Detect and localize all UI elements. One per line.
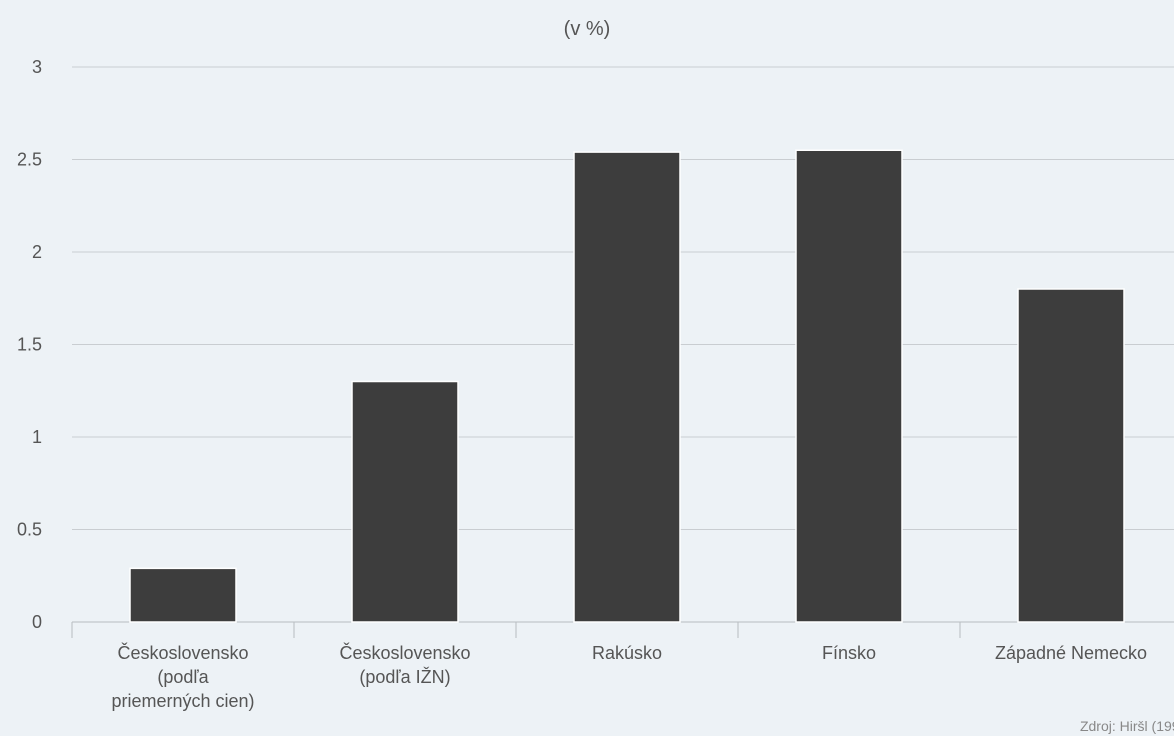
y-tick-label: 2 (32, 242, 42, 262)
bar (351, 380, 459, 623)
source-note: Zdroj: Hiršl (1992) (1079, 718, 1174, 734)
y-tick-label: 0 (32, 612, 42, 632)
y-tick-label: 3 (32, 57, 42, 77)
x-tick-label: Československo (podľa priemerných cien) (111, 642, 254, 711)
bar (573, 151, 681, 623)
bar (1017, 288, 1125, 623)
x-tick-label: Rakúsko (592, 643, 662, 663)
x-tick-label: Fínsko (822, 643, 876, 663)
x-tick-label: Západné Nemecko (995, 643, 1147, 663)
bar (795, 149, 903, 623)
y-tick-label: 1.5 (17, 335, 42, 355)
y-tick-label: 2.5 (17, 150, 42, 170)
y-tick-label: 0.5 (17, 520, 42, 540)
chart-subtitle: (v %) (563, 18, 611, 40)
bar (129, 567, 237, 623)
y-tick-label: 1 (32, 427, 42, 447)
x-tick-label: Československo (podľa IŽN) (339, 642, 470, 687)
